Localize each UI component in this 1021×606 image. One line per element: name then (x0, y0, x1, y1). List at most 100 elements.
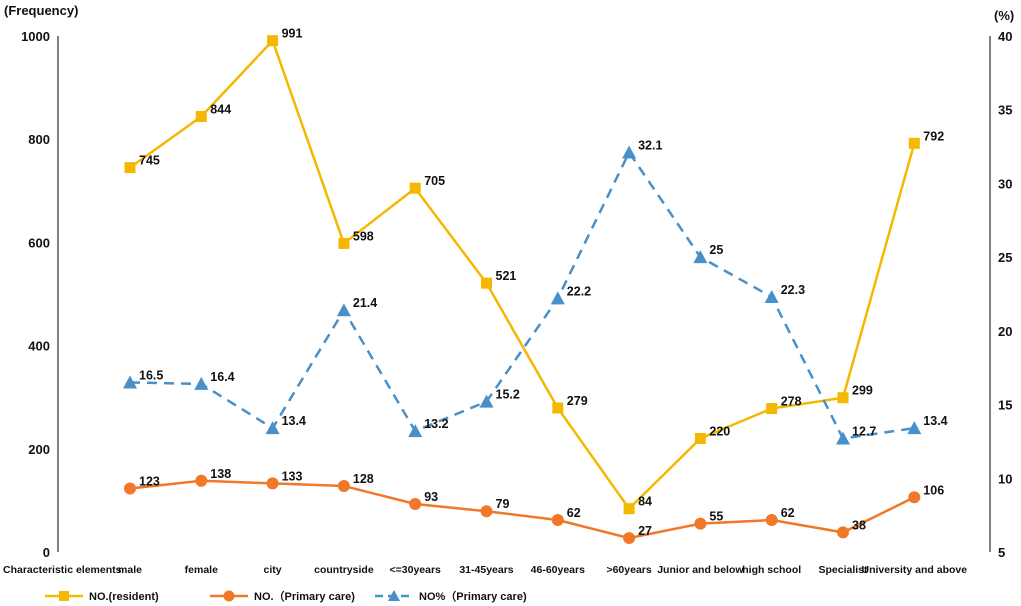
data-label: 32.1 (638, 138, 662, 152)
data-point-circle (908, 491, 921, 504)
data-point-square (552, 402, 564, 414)
data-label: 16.4 (210, 370, 234, 384)
data-label: 598 (353, 229, 374, 243)
left-tick-label: 200 (28, 442, 50, 457)
data-point-circle (337, 479, 350, 492)
legend-label: NO%（Primary care) (419, 590, 527, 603)
data-label: 38 (852, 518, 866, 532)
legend-marker-circle (223, 590, 235, 602)
left-axis-title: (Frequency) (4, 3, 78, 18)
chart-axes: 0 200 400 600 800 1000 5 10 15 20 25 30 35 40 (Frequen… (3, 3, 1014, 576)
data-label: 55 (709, 510, 723, 524)
data-label: 705 (424, 174, 445, 188)
right-tick-label: 20 (998, 324, 1012, 339)
right-tick-label: 35 (998, 103, 1012, 118)
data-point-square (837, 392, 849, 404)
data-label: 844 (210, 102, 231, 116)
x-tick-label: University and above (861, 564, 967, 576)
data-label: 278 (781, 395, 802, 409)
x-tick-label: 46-60years (531, 564, 585, 576)
data-label: 220 (709, 424, 730, 438)
right-tick-label: 25 (998, 250, 1012, 265)
data-point-circle (409, 498, 422, 511)
data-label: 21.4 (353, 296, 377, 310)
chart-legend: NO.(resident) NO.（Primary care) NO%（Primar… (45, 590, 527, 603)
data-point-triangle (550, 291, 565, 305)
data-point-square (766, 403, 778, 415)
data-point-square (338, 237, 350, 249)
x-tick-label: Specialist (818, 564, 868, 576)
right-tick-label: 30 (998, 176, 1012, 191)
data-point-triangle (479, 394, 494, 408)
x-tick-label: countryside (314, 564, 374, 576)
data-point-triangle (265, 421, 280, 435)
legend-marker-square (59, 591, 69, 601)
data-label: 62 (567, 506, 581, 520)
x-tick-label: >60years (606, 564, 651, 576)
data-label: 106 (923, 483, 944, 497)
right-tick-label: 5 (998, 545, 1005, 560)
data-label: 12.7 (852, 424, 876, 438)
x-tick-label: male (118, 564, 142, 576)
x-tick-label: 31-45years (459, 564, 513, 576)
data-point-square (623, 503, 635, 515)
data-point-triangle (194, 376, 209, 390)
data-label: 128 (353, 472, 374, 486)
left-tick-label: 1000 (21, 29, 50, 44)
data-point-square (409, 182, 421, 194)
x-tick-label: Junior and below (657, 564, 744, 576)
data-label: 15.2 (496, 388, 520, 402)
data-label: 62 (781, 506, 795, 520)
data-point-circle (837, 526, 849, 539)
x-tick-label: city (264, 564, 282, 576)
data-label: 299 (852, 384, 873, 398)
chart-series (123, 35, 922, 545)
data-label: 138 (210, 467, 231, 481)
data-label: 25 (709, 243, 723, 257)
data-point-circle (765, 514, 778, 527)
legend-label: NO.（Primary care) (254, 590, 355, 603)
legend-marker-triangle (388, 590, 400, 601)
data-point-circle (195, 474, 208, 487)
data-point-triangle (408, 424, 423, 438)
right-tick-label: 40 (998, 29, 1012, 44)
data-point-triangle (907, 421, 922, 435)
data-label: 27 (638, 524, 652, 538)
right-tick-label: 10 (998, 471, 1012, 486)
data-label: 93 (424, 490, 438, 504)
data-label: 123 (139, 475, 160, 489)
data-label: 13.2 (424, 417, 448, 431)
data-point-triangle (693, 250, 708, 264)
data-point-square (908, 137, 920, 149)
data-point-square (195, 110, 207, 122)
data-label: 792 (923, 129, 944, 143)
data-point-circle (266, 477, 279, 490)
data-label: 84 (638, 495, 652, 509)
right-tick-label: 15 (998, 398, 1012, 413)
data-point-circle (124, 482, 136, 495)
left-tick-label: 800 (28, 132, 50, 147)
series-line (129, 38, 916, 511)
data-point-square (694, 432, 706, 444)
data-point-triangle (764, 289, 779, 303)
data-point-circle (623, 532, 636, 545)
data-label: 991 (282, 27, 303, 41)
left-tick-label: 600 (28, 235, 50, 250)
data-point-triangle (622, 145, 637, 159)
series-line (129, 479, 915, 540)
data-label: 16.5 (139, 368, 163, 382)
data-point-square (267, 35, 279, 47)
data-point-triangle (336, 303, 351, 317)
data-point-circle (480, 505, 493, 518)
data-point-square (124, 162, 136, 174)
data-label: 13.4 (282, 414, 306, 428)
data-label: 133 (282, 469, 303, 483)
data-label: 745 (139, 154, 160, 168)
series-line (129, 149, 915, 440)
x-tick-label: <=30years (390, 564, 442, 576)
data-label: 79 (496, 497, 510, 511)
data-label: 13.4 (923, 414, 947, 428)
data-point-square (481, 277, 492, 289)
legend-label: NO.(resident) (89, 591, 159, 603)
